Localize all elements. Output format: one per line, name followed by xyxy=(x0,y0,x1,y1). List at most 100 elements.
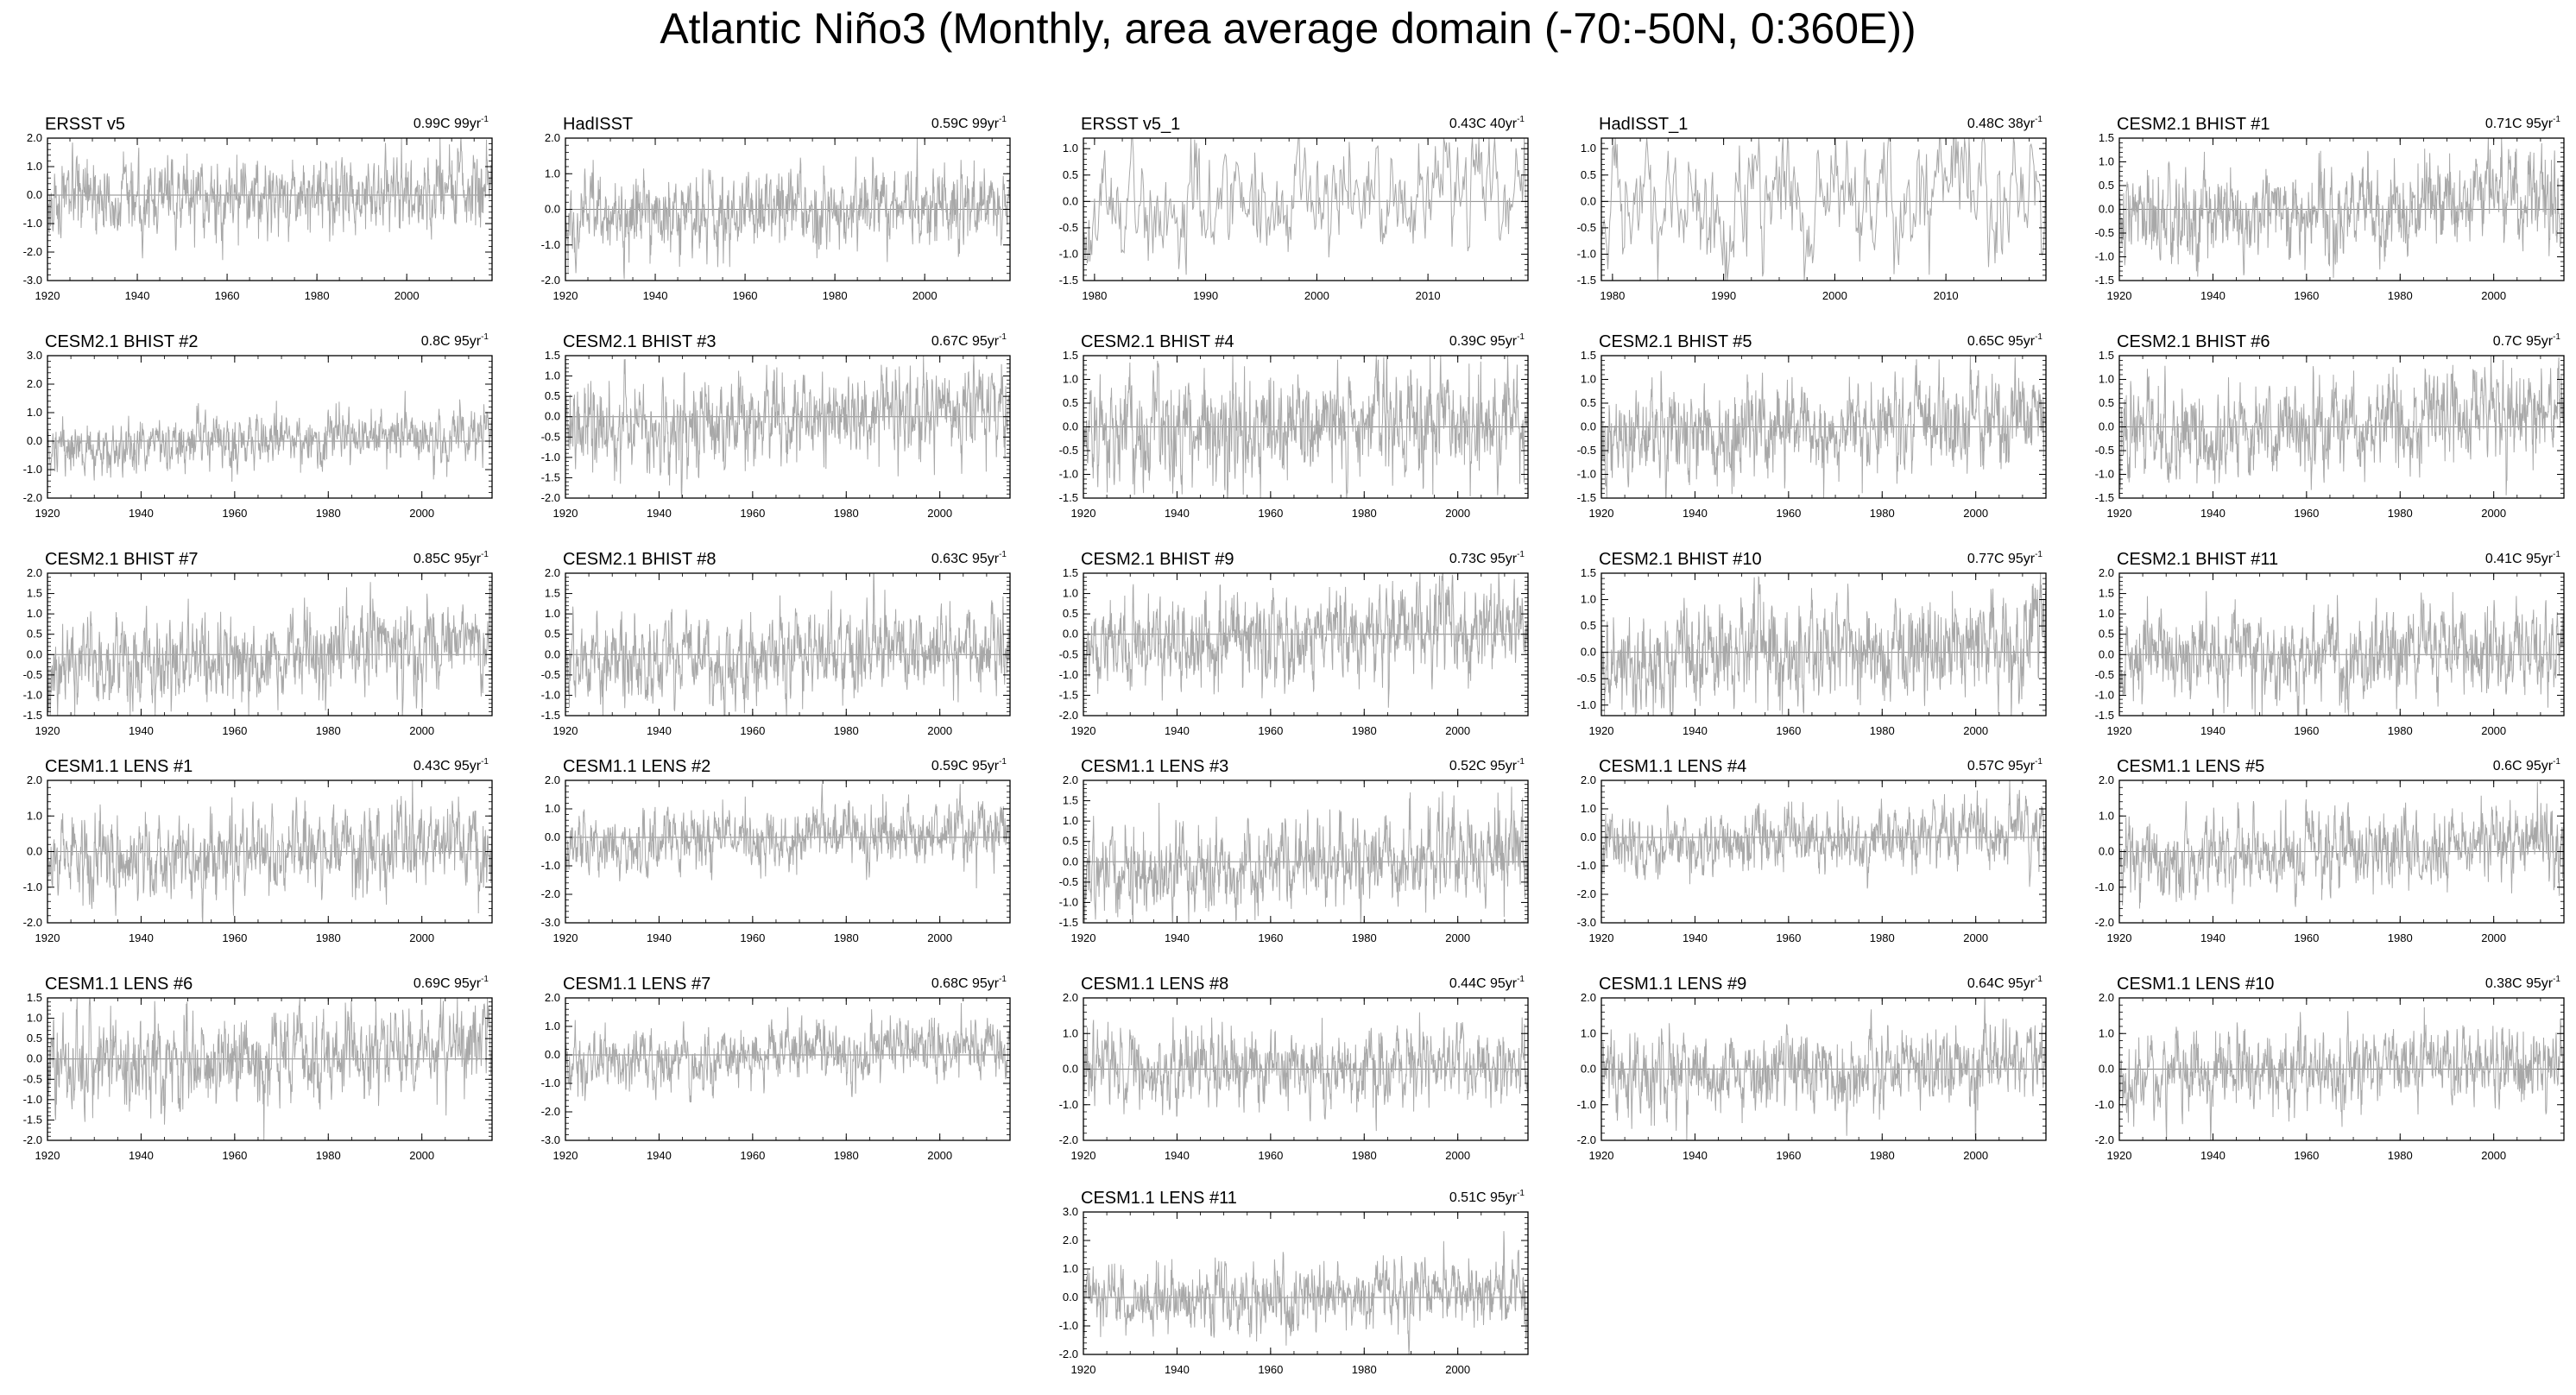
x-tick-label: 1980 xyxy=(316,507,341,520)
figure-title: Atlantic Niño3 (Monthly, area average do… xyxy=(660,4,1916,53)
x-tick-label: 1920 xyxy=(553,931,578,944)
x-tick-label: 1940 xyxy=(2200,289,2226,302)
panel-title: CESM1.1 LENS #9 xyxy=(1599,975,1746,994)
panel-stat: 0.38C 95yr-1 xyxy=(2485,975,2561,991)
panel-stat-text: 0.99C 99yr xyxy=(414,117,482,131)
x-tick-label: 1960 xyxy=(740,724,765,737)
y-tick-label: 0.0 xyxy=(2099,420,2114,433)
panel-stat-text: 0.39C 95yr xyxy=(1449,334,1518,349)
x-tick-label: 1960 xyxy=(740,1149,765,1162)
series-line xyxy=(1083,572,1529,708)
y-tick-label: -3.0 xyxy=(1577,916,1596,929)
x-tick-label: 1980 xyxy=(2388,931,2413,944)
y-tick-label: 0.5 xyxy=(1063,168,1078,181)
x-tick-label: 1980 xyxy=(2388,507,2413,520)
y-tick-label: 1.0 xyxy=(27,1012,42,1025)
y-tick-label: -0.5 xyxy=(1577,221,1596,234)
y-tick-label: 0.5 xyxy=(1581,619,1596,632)
panel-stat: 0.57C 95yr-1 xyxy=(1967,757,2043,773)
x-tick-label: 1920 xyxy=(553,289,578,302)
x-tick-label: 1920 xyxy=(1071,1149,1096,1162)
panel-stat: 0.77C 95yr-1 xyxy=(1967,550,2043,566)
x-tick-label: 1940 xyxy=(2200,507,2226,520)
panel-stat-superscript: -1 xyxy=(481,550,489,559)
y-tick-label: -1.0 xyxy=(541,451,560,464)
y-tick-label: -1.0 xyxy=(2095,468,2114,481)
x-tick-label: 1920 xyxy=(1589,507,1614,520)
y-tick-label: -1.0 xyxy=(2095,250,2114,263)
y-tick-label: -1.0 xyxy=(1577,247,1596,260)
x-tick-label: 2000 xyxy=(1445,1149,1470,1162)
y-tick-label: -0.5 xyxy=(2095,668,2114,681)
panel-stat-text: 0.64C 95yr xyxy=(1967,976,2036,991)
x-tick-label: 1980 xyxy=(1870,931,1895,944)
y-tick-label: 0.0 xyxy=(27,1052,42,1065)
panel-title: CESM2.1 BHIST #10 xyxy=(1599,550,1762,569)
x-tick-label: 2000 xyxy=(1445,931,1470,944)
panel-stat-superscript: -1 xyxy=(1517,1189,1525,1198)
y-tick-label: -0.5 xyxy=(1059,221,1078,234)
series-line xyxy=(1083,786,1529,924)
x-tick-label: 1960 xyxy=(1776,931,1801,944)
y-tick-label: -1.0 xyxy=(2095,881,2114,893)
y-tick-label: -2.0 xyxy=(2095,916,2114,929)
y-tick-label: -0.5 xyxy=(541,668,560,681)
x-tick-label: 1960 xyxy=(1258,1149,1283,1162)
y-tick-label: 0.5 xyxy=(545,628,560,641)
y-tick-label: 2.0 xyxy=(27,773,42,786)
panel-stat: 0.85C 95yr-1 xyxy=(414,550,489,566)
y-tick-label: 1.5 xyxy=(1063,566,1078,579)
y-tick-label: 0.0 xyxy=(545,410,560,423)
x-tick-label: 1980 xyxy=(305,289,330,302)
y-tick-label: -2.0 xyxy=(541,887,560,900)
panel-stat-text: 0.52C 95yr xyxy=(1449,759,1518,773)
panel-stat-superscript: -1 xyxy=(481,975,489,984)
panel-stat-superscript: -1 xyxy=(2035,550,2042,559)
series-line xyxy=(1601,572,2047,716)
x-tick-label: 1980 xyxy=(834,507,859,520)
panel-stat-superscript: -1 xyxy=(2553,975,2560,984)
series-line xyxy=(47,997,493,1141)
y-tick-label: -0.5 xyxy=(1059,444,1078,457)
y-tick-label: 1.5 xyxy=(2099,587,2114,600)
y-tick-label: 1.5 xyxy=(27,587,42,600)
panel-title: CESM2.1 BHIST #11 xyxy=(2117,550,2278,569)
y-tick-label: 1.5 xyxy=(1063,349,1078,362)
x-tick-label: 1980 xyxy=(2388,724,2413,737)
panel-stat-superscript: -1 xyxy=(2553,757,2560,767)
x-tick-label: 1920 xyxy=(1071,1363,1096,1376)
plot-frame xyxy=(565,572,1011,716)
x-tick-label: 2000 xyxy=(2481,289,2506,302)
x-tick-label: 1960 xyxy=(1776,724,1801,737)
panel-stat: 0.8C 95yr-1 xyxy=(421,332,489,349)
y-tick-label: 1.0 xyxy=(1581,1026,1596,1039)
plot-frame xyxy=(565,780,1011,924)
panel-stat-superscript: -1 xyxy=(1517,757,1525,767)
panel-stat: 0.43C 40yr-1 xyxy=(1449,115,1525,131)
y-tick-label: 1.0 xyxy=(545,607,560,620)
y-tick-label: 1.0 xyxy=(1063,814,1078,827)
y-tick-label: 1.0 xyxy=(1581,142,1596,155)
x-tick-label: 1960 xyxy=(2294,1149,2319,1162)
series-line xyxy=(1601,137,2047,281)
panel-stat-text: 0.59C 99yr xyxy=(931,117,1000,131)
x-tick-label: 1980 xyxy=(1352,1149,1377,1162)
panel-stat: 0.67C 95yr-1 xyxy=(931,332,1007,349)
panel-stat: 0.7C 95yr-1 xyxy=(2493,332,2561,349)
y-tick-label: 1.0 xyxy=(545,1019,560,1032)
panel-stat: 0.52C 95yr-1 xyxy=(1449,757,1525,773)
x-tick-label: 2000 xyxy=(409,507,434,520)
y-tick-label: 2.0 xyxy=(27,131,42,144)
y-tick-label: 0.5 xyxy=(2099,179,2114,192)
x-tick-label: 2000 xyxy=(2481,724,2506,737)
panel-stat-superscript: -1 xyxy=(2553,332,2560,342)
y-tick-label: -1.0 xyxy=(1059,1319,1078,1332)
panel-stat: 0.44C 95yr-1 xyxy=(1449,975,1525,991)
series-line xyxy=(47,137,493,261)
x-tick-label: 1960 xyxy=(740,507,765,520)
